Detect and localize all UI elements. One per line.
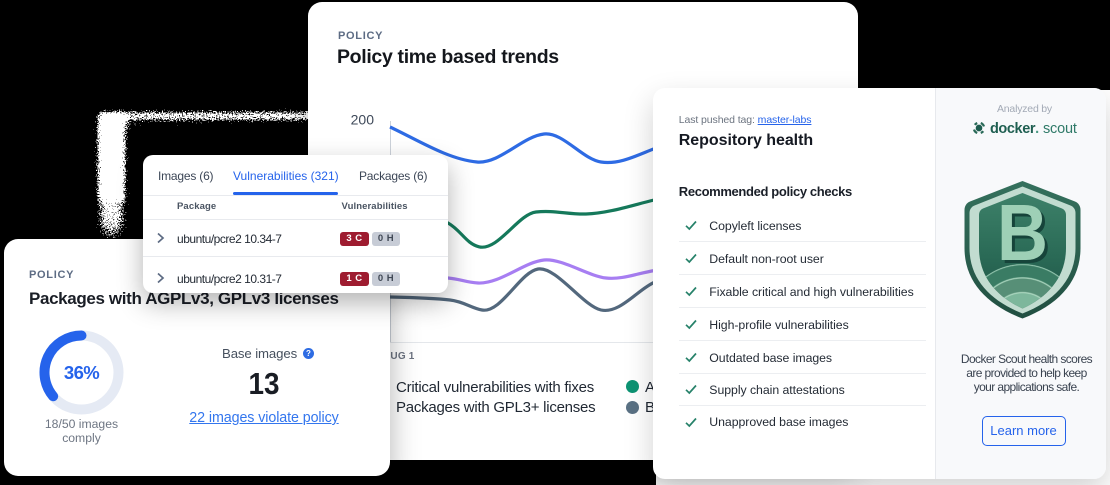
svg-text:36%: 36% [64, 362, 99, 383]
svg-text:AUG 1: AUG 1 [383, 351, 415, 362]
svg-text:B: B [997, 188, 1048, 277]
svg-text:200: 200 [351, 112, 375, 128]
svg-text:B: B [1000, 191, 1051, 280]
